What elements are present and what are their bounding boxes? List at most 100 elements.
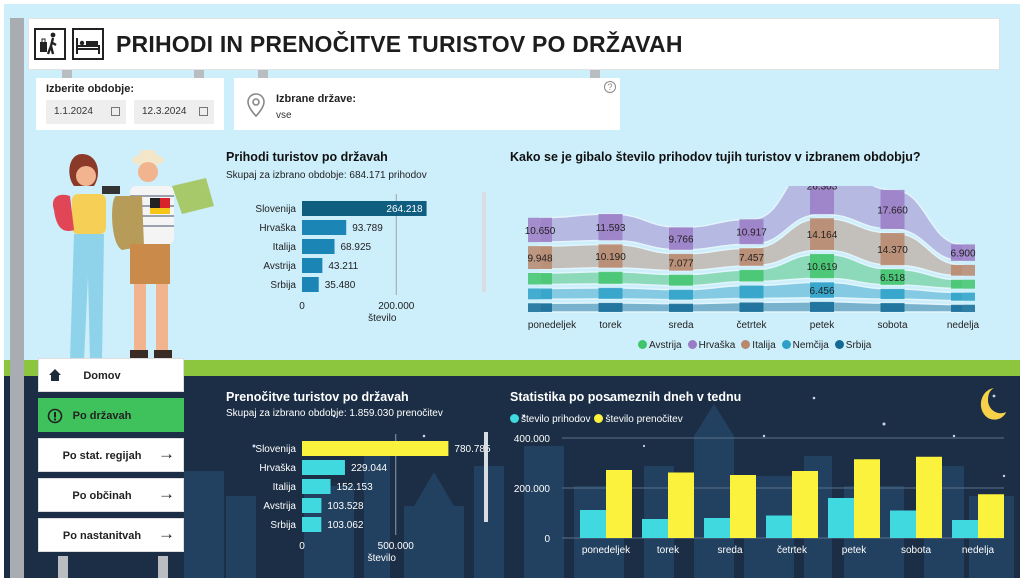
ribbon-segment[interactable] xyxy=(739,285,764,299)
nav-by-accommodations[interactable]: Po nastanitvah → xyxy=(38,518,184,552)
weekly-legend: število prihodov število prenočitev xyxy=(506,414,683,425)
bar-srbija[interactable] xyxy=(302,517,322,532)
date-from-value: 1.1.2024 xyxy=(54,106,93,117)
ribbon-segment[interactable] xyxy=(669,253,693,271)
bar-arrivals[interactable] xyxy=(828,498,854,538)
ribbon-segment[interactable] xyxy=(669,289,693,300)
ribbon-segment[interactable] xyxy=(810,282,834,298)
bar-slovenija[interactable] xyxy=(302,201,427,216)
ribbon-segment[interactable] xyxy=(669,227,693,250)
bar-arrivals[interactable] xyxy=(580,510,606,538)
bar-overnights[interactable] xyxy=(916,456,942,538)
ribbon-segment[interactable] xyxy=(739,269,764,282)
bar-italija[interactable] xyxy=(302,479,331,494)
bar-avstrija[interactable] xyxy=(302,498,322,513)
legend-item[interactable]: Srbija xyxy=(829,340,871,351)
bar-slovenija[interactable] xyxy=(302,441,449,456)
date-from-input[interactable]: 1.1.2024 xyxy=(46,100,126,124)
bar-hrvaška[interactable] xyxy=(302,220,347,235)
legend-swatch xyxy=(510,414,519,423)
ribbon-segment[interactable] xyxy=(810,218,834,250)
ribbon-segment[interactable] xyxy=(598,271,623,284)
calendar-icon[interactable] xyxy=(111,107,120,116)
ribbon-segment[interactable] xyxy=(528,288,552,300)
x-category-label: torek xyxy=(657,545,680,556)
help-icon[interactable]: ? xyxy=(604,81,616,93)
ribbon-segment[interactable] xyxy=(810,301,834,312)
ribbon-segment[interactable] xyxy=(951,292,975,301)
ribbon-segment[interactable] xyxy=(598,287,623,299)
nav-post xyxy=(58,556,68,578)
legend-item[interactable]: Avstrija xyxy=(632,340,682,351)
overnight-subtitle: Skupaj za izbrano obdobje: 1.859.030 pre… xyxy=(226,408,443,419)
bar-italija[interactable] xyxy=(302,239,335,254)
ribbon-segment[interactable] xyxy=(528,273,552,285)
legend-item[interactable]: Nemčija xyxy=(776,340,829,351)
ribbon-segment[interactable] xyxy=(951,304,975,312)
date-filter-label: Izberite obdobje: xyxy=(46,83,134,95)
bar-arrivals[interactable] xyxy=(704,518,730,538)
bar-overnights[interactable] xyxy=(854,459,880,538)
country-filter-value[interactable]: vse xyxy=(276,110,292,121)
bar-overnights[interactable] xyxy=(730,475,756,538)
bar-overnights[interactable] xyxy=(792,471,818,538)
ribbon-segment[interactable] xyxy=(810,186,834,215)
ribbon-segment[interactable] xyxy=(951,264,975,276)
scrollbar[interactable] xyxy=(482,192,486,292)
ribbon-segment[interactable] xyxy=(739,302,764,312)
date-to-input[interactable]: 12.3.2024 xyxy=(134,100,214,124)
bar-arrivals[interactable] xyxy=(952,520,978,538)
scrollbar[interactable] xyxy=(484,432,488,522)
ribbon-segment[interactable] xyxy=(739,248,764,266)
legend-swatch xyxy=(741,340,751,349)
bar-value: 68.925 xyxy=(340,242,371,253)
ribbon-segment[interactable] xyxy=(880,189,905,230)
bar-arrivals[interactable] xyxy=(642,519,668,538)
bed-icon xyxy=(72,28,104,60)
bar-overnights[interactable] xyxy=(606,470,632,538)
category-label: Srbija xyxy=(270,520,296,531)
bar-arrivals[interactable] xyxy=(890,510,916,539)
ribbon-segment[interactable] xyxy=(951,279,975,289)
ribbon-segment[interactable] xyxy=(880,269,905,285)
bar-arrivals[interactable] xyxy=(766,515,792,539)
ribbon-segment[interactable] xyxy=(880,288,905,300)
ribbon-segment[interactable] xyxy=(951,244,975,261)
nav-by-municipalities[interactable]: Po občinah → xyxy=(38,478,184,512)
bar-value: 780.785 xyxy=(454,444,491,455)
nav-home[interactable]: Domov xyxy=(38,358,184,392)
legend-swatch xyxy=(781,340,791,349)
ribbon-segment[interactable] xyxy=(810,253,834,279)
legend-item[interactable]: število prihodov xyxy=(506,414,590,425)
ribbon-segment[interactable] xyxy=(598,302,623,312)
signpost-hook xyxy=(62,70,72,84)
nav-home-label: Domov xyxy=(83,370,121,382)
ribbon-segment[interactable] xyxy=(598,214,623,241)
legend-item[interactable]: Italija xyxy=(735,340,776,351)
bar-overnights[interactable] xyxy=(668,472,694,539)
ribbon-segment[interactable] xyxy=(669,303,693,312)
ribbon-segment[interactable] xyxy=(880,303,905,312)
nav-by-regions[interactable]: Po stat. regijah → xyxy=(38,438,184,472)
ribbon-segment[interactable] xyxy=(739,219,764,245)
bar-srbija[interactable] xyxy=(302,277,319,292)
ribbon-segment[interactable] xyxy=(528,303,552,312)
bar-hrvaška[interactable] xyxy=(302,460,345,475)
legend-item[interactable]: Hrvaška xyxy=(682,340,735,351)
legend-item[interactable]: število prenočitev xyxy=(590,414,683,425)
category-label: Slovenija xyxy=(255,204,296,215)
bar-avstrija[interactable] xyxy=(302,258,323,273)
ribbon-segment[interactable] xyxy=(880,233,905,266)
calendar-icon[interactable] xyxy=(199,107,208,116)
country-filter-card[interactable] xyxy=(234,78,620,130)
ribbon-segment[interactable] xyxy=(669,274,693,286)
overnight-bar-chart: Slovenija 780.785 Hrvaška 229.044 Italija 152… xyxy=(255,432,491,564)
ribbon-segment[interactable] xyxy=(598,244,623,268)
bar-overnights[interactable] xyxy=(978,494,1004,538)
ribbon-segment[interactable] xyxy=(528,217,552,243)
nav-by-countries[interactable]: Po državah xyxy=(38,398,184,432)
ribbon-segment[interactable] xyxy=(528,246,552,270)
ribbon-value-label: 14.164 xyxy=(807,230,838,241)
overnight-title: Prenočitve turistov po državah xyxy=(226,390,409,404)
trend-ribbon-chart: 10.650 11.593 9.766 10.917 26.303 17.660 6.900… xyxy=(525,186,980,331)
